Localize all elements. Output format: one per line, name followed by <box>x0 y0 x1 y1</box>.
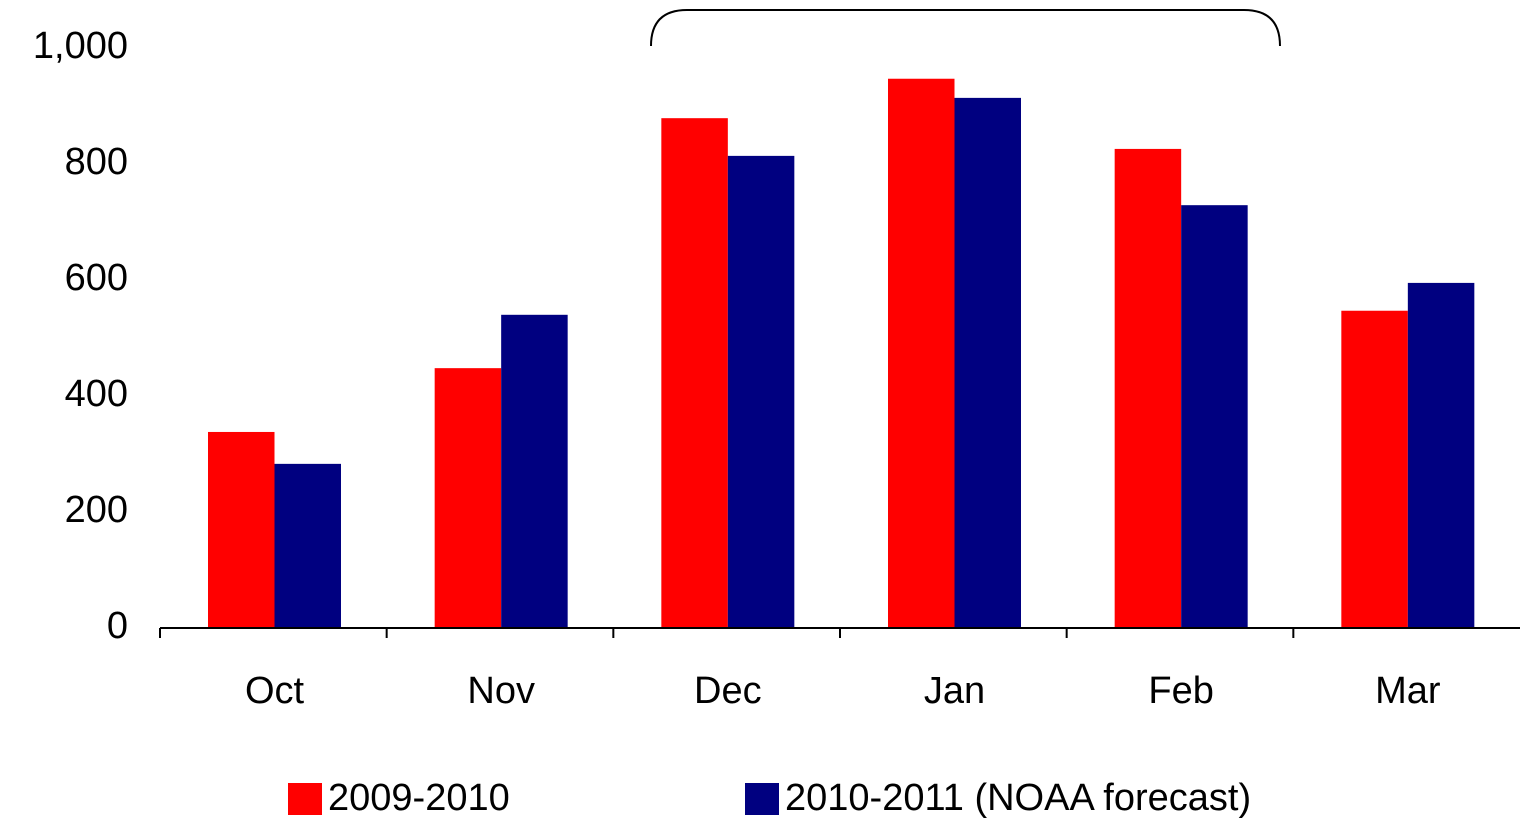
x-tick-label: Oct <box>245 670 305 712</box>
legend-swatch <box>288 783 322 815</box>
y-tick-label: 400 <box>65 373 128 415</box>
bar <box>954 97 1021 628</box>
bar <box>1341 310 1408 628</box>
y-tick-label: 600 <box>65 257 128 299</box>
bar <box>1407 282 1475 628</box>
bar <box>661 118 728 629</box>
bar <box>1181 205 1248 628</box>
bar <box>274 463 341 628</box>
y-tick-label: 800 <box>65 141 128 183</box>
bar <box>208 431 275 628</box>
bar <box>1114 148 1182 629</box>
x-tick-label: Jan <box>924 670 985 712</box>
x-tick-label: Dec <box>694 670 762 712</box>
legend-swatch <box>745 783 779 815</box>
y-tick-label: 1,000 <box>33 25 128 67</box>
bar <box>501 314 568 628</box>
x-tick-label: Nov <box>467 670 535 712</box>
legend-label: 2009-2010 <box>328 777 510 819</box>
bracket-annotation <box>650 9 1281 47</box>
bar <box>888 78 955 629</box>
bar <box>727 155 795 628</box>
bar <box>434 368 502 628</box>
x-tick-label: Mar <box>1375 670 1441 712</box>
y-tick-label: 0 <box>107 605 128 647</box>
x-tick-label: Feb <box>1148 670 1213 712</box>
y-tick-label: 200 <box>65 489 128 531</box>
legend-label: 2010-2011 (NOAA forecast) <box>785 777 1251 819</box>
